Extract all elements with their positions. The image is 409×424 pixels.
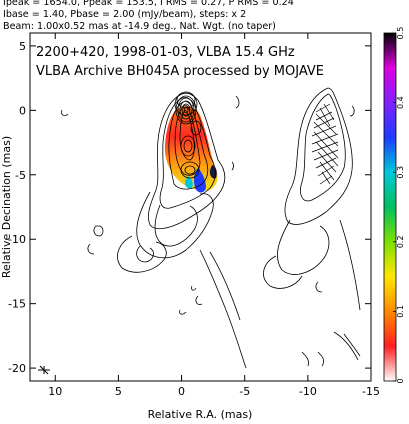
contour-outer-left [148, 92, 226, 230]
header-line-2: Ibase = 1.40, Pbase = 2.00 (mJy/beam), s… [3, 9, 247, 20]
contour-right-tail [339, 219, 361, 311]
contour-outer-right [284, 87, 353, 225]
contour-blob-2 [87, 243, 95, 255]
colorbar-tick-label: 0 [396, 378, 405, 383]
contour-5-left [179, 109, 195, 161]
contour-core-1 [175, 95, 197, 125]
contour-jet-extended-2 [154, 204, 198, 247]
y-tick-label: 5 [19, 40, 26, 53]
colorbar-scale [383, 32, 397, 382]
beam-marker [38, 365, 50, 375]
contour-core-6 [174, 92, 198, 116]
contour-4-left [174, 104, 201, 176]
contour-blob-4 [191, 285, 197, 291]
contour-2-right [300, 93, 346, 202]
x-axis-label: Relative R.A. (mas) [148, 408, 253, 421]
contour-knot-4 [184, 165, 196, 175]
colorbar-tick-label: 0.4 [396, 96, 405, 109]
x-tick-label: -15 [362, 385, 380, 398]
colorbar-ticks: 0 0.1 0.2 0.3 0.4 0.5 [393, 27, 405, 384]
contour-sw-2 [343, 333, 361, 357]
contour-knot-5 [190, 120, 202, 136]
contour-core-4 [181, 103, 191, 117]
contour-jet-lobe-2 [136, 245, 154, 263]
colorbar-tick-label: 0.3 [396, 166, 405, 179]
plot-frame [29, 32, 372, 382]
y-tick-label: -15 [8, 298, 26, 311]
y-tick-label: -20 [8, 362, 26, 375]
contour-sw-4 [317, 351, 325, 367]
chart-title-line-2: VLBA Archive BH045A processed by MOJAVE [36, 64, 324, 79]
header-line-1: Ipeak = 1654.0, Ppeak = 153.5, I RMS = 0… [3, 0, 294, 8]
contour-blob-5 [61, 109, 69, 117]
header-line-3: Beam: 1.00x0.52 mas at -14.9 deg., Nat. … [3, 21, 276, 32]
contour-jet-lobe [117, 235, 167, 273]
x-axis-ticks: 10 5 0 -5 -10 -15 [48, 33, 380, 398]
contour-core-3 [179, 100, 193, 120]
colorbar-tick-label: 0.2 [396, 235, 405, 248]
contour-knot-2 [183, 139, 193, 153]
chart-title-line-1: 2200+420, 1998-01-03, VLBA 15.4 GHz [36, 45, 295, 60]
contour-blob-3 [195, 295, 203, 305]
polarized-flux-cyan [184, 176, 193, 189]
polarized-flux-fill [164, 106, 218, 191]
y-tick-label: -10 [8, 233, 26, 246]
contour-tail-2 [209, 251, 241, 321]
source-emission [38, 87, 361, 375]
contour-blob-1 [93, 225, 104, 237]
contour-right-blob-2 [349, 105, 355, 117]
contour-right-blob-1 [315, 281, 323, 293]
colorbar-tick-label: 0.1 [396, 305, 405, 318]
contour-core-7 [176, 91, 196, 109]
x-tick-label: -5 [239, 385, 250, 398]
polarized-flux-blue [194, 168, 206, 193]
x-tick-label: -10 [299, 385, 317, 398]
y-axis-label: Relative Decination (mas) [0, 136, 13, 278]
contour-tail [199, 249, 247, 369]
y-axis-ticks: 5 0 -5 -10 -15 -20 [8, 40, 371, 375]
x-tick-label: 5 [115, 385, 122, 398]
contour-core-2 [177, 97, 195, 123]
colorbar-tick-label: 0.5 [396, 27, 405, 40]
colorbar: 0 0.1 0.2 0.3 0.4 0.5 [383, 27, 405, 384]
contour-jet-right [277, 219, 330, 275]
contour-sw-1 [333, 331, 359, 361]
contour-knot-3 [180, 161, 200, 179]
contour-blob-6 [179, 309, 187, 315]
contour-west-1 [235, 95, 240, 109]
x-tick-label: 10 [48, 385, 62, 398]
y-tick-label: 0 [19, 104, 26, 117]
contour-knot-1 [180, 135, 196, 157]
contour-jet-extended [136, 191, 214, 259]
contour-core-5 [183, 106, 189, 114]
y-tick-label: -5 [15, 169, 26, 182]
contour-west-2 [231, 161, 234, 171]
contour-jet-right-2 [263, 255, 303, 289]
polarization-vectors [311, 103, 339, 185]
contour-sw-3 [301, 351, 309, 367]
x-tick-label: 0 [178, 385, 185, 398]
